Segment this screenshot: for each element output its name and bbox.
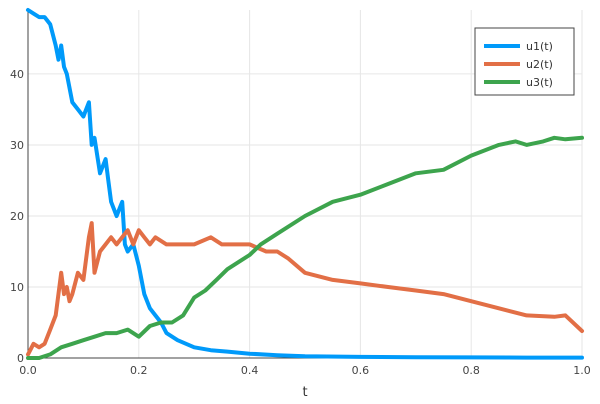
y-tick-label: 0: [17, 352, 24, 365]
x-axis-label: t: [302, 385, 307, 400]
legend-label: u3(t): [526, 76, 553, 89]
x-tick-label: 0.0: [19, 364, 37, 377]
series-lines: [26, 8, 584, 360]
x-tick-label: 0.4: [241, 364, 259, 377]
series-line-u2t: [26, 221, 584, 357]
legend-label: u2(t): [526, 58, 553, 71]
legend-items: u1(t) u2(t) u3(t): [484, 40, 553, 89]
x-tick-label: 1.0: [573, 364, 591, 377]
series-line-u3t: [26, 135, 584, 360]
legend: u1(t) u2(t) u3(t): [474, 27, 575, 96]
y-tick-label: 10: [10, 281, 24, 294]
y-tick-label: 40: [10, 68, 24, 81]
x-tick-label: 0.2: [130, 364, 148, 377]
y-tick-label: 20: [10, 210, 24, 223]
legend-label: u1(t): [526, 40, 553, 53]
series-line-u1t: [26, 8, 584, 360]
y-tick-labels: 0 10 20 30 40: [10, 68, 24, 365]
x-tick-labels: 0.0 0.2 0.4 0.6 0.8 1.0: [19, 364, 591, 377]
x-tick-label: 0.6: [352, 364, 370, 377]
legend-box: [474, 27, 575, 96]
y-tick-label: 30: [10, 139, 24, 152]
x-tick-label: 0.8: [462, 364, 480, 377]
